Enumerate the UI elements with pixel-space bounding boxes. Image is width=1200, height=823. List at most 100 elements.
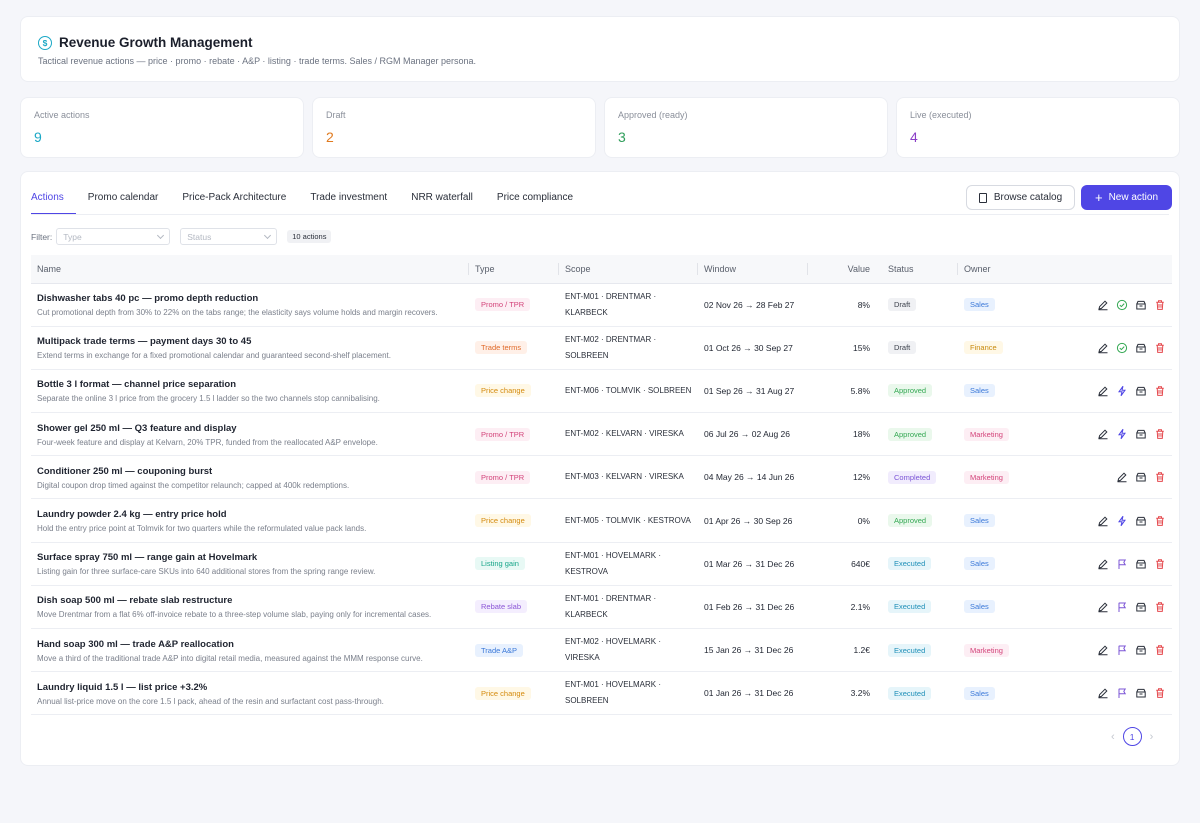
action-name[interactable]: Hand soap 300 ml — trade A&P reallocatio… [37,638,234,650]
table-row[interactable]: Shower gel 250 ml — Q3 feature and displ… [31,412,1172,457]
action-name[interactable]: Dish soap 500 ml — rebate slab restructu… [37,595,233,607]
page-number-button[interactable]: 1 [1122,727,1142,746]
action-description: Move Drentmar from a flat 6% off-invoice… [37,610,432,620]
archive-icon[interactable] [1135,644,1147,656]
archive-icon[interactable] [1135,385,1147,397]
action-name[interactable]: Shower gel 250 ml — Q3 feature and displ… [37,422,237,434]
col-header-name[interactable]: Name [31,255,469,284]
edit-icon[interactable] [1097,299,1109,311]
page-title: Revenue Growth Management [59,35,253,50]
execute-icon[interactable] [1116,428,1128,440]
tab-actions[interactable]: Actions [31,184,76,215]
execute-icon[interactable] [1116,515,1128,527]
tab-promo-calendar[interactable]: Promo calendar [87,192,159,203]
edit-icon[interactable] [1097,342,1109,354]
status-filter-select[interactable]: Status [180,228,278,245]
new-action-button[interactable]: + New action [1081,185,1172,210]
archive-icon[interactable] [1135,342,1147,354]
edit-icon[interactable] [1097,601,1109,613]
flag-icon[interactable] [1116,601,1128,613]
delete-icon[interactable] [1154,299,1166,311]
action-name[interactable]: Conditioner 250 ml — couponing burst [37,465,213,477]
archive-icon[interactable] [1135,558,1147,570]
col-header-scope[interactable]: Scope [559,255,698,284]
delete-icon[interactable] [1154,644,1166,656]
approve-icon[interactable] [1116,342,1128,354]
stat-live: Live (executed) 4 [896,97,1180,158]
type-filter-select[interactable]: Type [56,228,171,245]
col-header-status[interactable]: Status [882,255,958,284]
archive-icon[interactable] [1135,428,1147,440]
table-row[interactable]: Dish soap 500 ml — rebate slab restructu… [31,585,1172,630]
stat-value: 9 [34,129,42,145]
stat-draft: Draft 2 [312,97,596,158]
owner-badge: Sales [964,298,995,312]
scope-line-1: ENT-M01 · DRENTMAR · [565,291,657,301]
status-cell: Draft [882,326,958,370]
edit-icon[interactable] [1097,558,1109,570]
tab-price-compliance[interactable]: Price compliance [496,192,574,203]
flag-icon[interactable] [1116,644,1128,656]
edit-icon[interactable] [1097,644,1109,656]
scope-line-1: ENT-M02 · HOVELMARK · [565,637,662,647]
col-header-value[interactable]: Value [808,255,882,284]
table-row[interactable]: Bottle 3 l format — channel price separa… [31,369,1172,414]
archive-icon[interactable] [1135,299,1147,311]
delete-icon[interactable] [1154,471,1166,483]
delete-icon[interactable] [1154,428,1166,440]
col-header-actions [1018,255,1172,284]
archive-icon[interactable] [1135,601,1147,613]
table-row[interactable]: Laundry powder 2.4 kg — entry price hold… [31,498,1172,543]
tab-nrr-waterfall[interactable]: NRR waterfall [411,192,473,203]
edit-icon[interactable] [1097,428,1109,440]
type-cell: Price change [469,671,559,716]
archive-icon[interactable] [1135,687,1147,699]
action-name[interactable]: Dishwasher tabs 40 pc — promo depth redu… [37,293,259,305]
tab-price-pack-architecture[interactable]: Price-Pack Architecture [182,192,287,203]
action-name[interactable]: Multipack trade terms — payment days 30 … [37,336,252,348]
delete-icon[interactable] [1154,601,1166,613]
edit-icon[interactable] [1097,385,1109,397]
tab-trade-investment[interactable]: Trade investment [310,192,388,203]
table-row[interactable]: Laundry liquid 1.5 l — list price +3.2% A… [31,671,1172,716]
approve-icon[interactable] [1116,299,1128,311]
name-cell: Laundry liquid 1.5 l — list price +3.2% A… [31,671,469,716]
col-header-window[interactable]: Window [698,255,808,284]
delete-icon[interactable] [1154,515,1166,527]
archive-icon[interactable] [1135,471,1147,483]
next-page-icon[interactable]: › [1149,730,1154,743]
status-badge: Executed [888,600,932,614]
action-name[interactable]: Bottle 3 l format — channel price separa… [37,379,237,391]
action-name[interactable]: Laundry liquid 1.5 l — list price +3.2% [37,681,208,693]
table-row[interactable]: Surface spray 750 ml — range gain at Hov… [31,542,1172,586]
table-row[interactable]: Multipack trade terms — payment days 30 … [31,326,1172,370]
archive-icon[interactable] [1135,515,1147,527]
row-actions [1018,628,1172,673]
table-row[interactable]: Hand soap 300 ml — trade A&P reallocatio… [31,628,1172,673]
status-badge: Executed [888,557,932,571]
col-header-type[interactable]: Type [469,255,559,284]
delete-icon[interactable] [1154,385,1166,397]
delete-icon[interactable] [1154,687,1166,699]
action-name[interactable]: Surface spray 750 ml — range gain at Hov… [37,552,258,564]
edit-icon[interactable] [1116,471,1128,483]
edit-icon[interactable] [1097,515,1109,527]
col-header-owner[interactable]: Owner [958,255,1018,284]
prev-page-icon[interactable]: ‹ [1111,730,1115,743]
delete-icon[interactable] [1154,558,1166,570]
window-cell: 01 Mar 26 → 31 Dec 26 [698,542,808,586]
action-name[interactable]: Laundry powder 2.4 kg — entry price hold [37,509,227,521]
owner-badge: Sales [964,514,995,528]
flag-icon[interactable] [1116,558,1128,570]
table-row[interactable]: Dishwasher tabs 40 pc — promo depth redu… [31,283,1172,327]
status-cell: Executed [882,542,958,586]
edit-icon[interactable] [1097,687,1109,699]
type-cell: Rebate slab [469,585,559,630]
name-cell: Multipack trade terms — payment days 30 … [31,326,469,370]
scope-cell: ENT-M02 · DRENTMAR · SOLBREEN [559,326,698,370]
delete-icon[interactable] [1154,342,1166,354]
flag-icon[interactable] [1116,687,1128,699]
browse-catalog-button[interactable]: Browse catalog [966,185,1075,210]
execute-icon[interactable] [1116,385,1128,397]
table-row[interactable]: Conditioner 250 ml — couponing burst Digi… [31,455,1172,500]
